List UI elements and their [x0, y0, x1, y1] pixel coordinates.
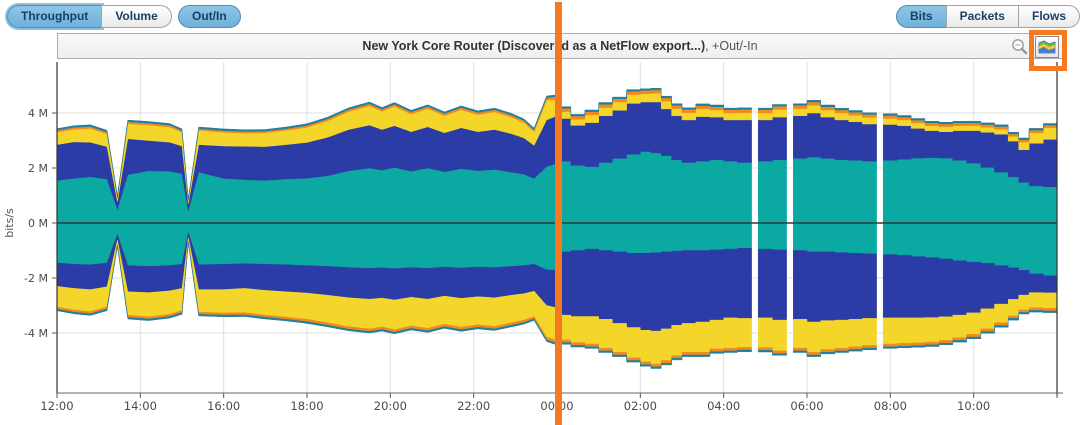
throughput-button[interactable]: Throughput [7, 5, 103, 28]
svg-text:02:00: 02:00 [624, 399, 657, 413]
time-marker-line [555, 2, 562, 425]
bits-packets-flows-toggle: Bits Packets Flows [895, 5, 1080, 28]
area-chart-style-button[interactable] [1035, 36, 1059, 58]
chart-area-out [56, 88, 1058, 224]
flows-button[interactable]: Flows [1017, 5, 1080, 28]
series-cap-in [793, 347, 877, 357]
svg-text:4 M: 4 M [28, 107, 48, 120]
y-axis-title: bits/s [3, 208, 16, 238]
chart-title-main: New York Core Router (Discovered as a Ne… [362, 39, 706, 53]
svg-text:16:00: 16:00 [207, 399, 240, 413]
x-axis-labels: 12:0014:0016:0018:0020:0022:0000:0002:00… [40, 393, 1058, 413]
series-teal-in [757, 222, 787, 251]
series-cap-out [793, 100, 877, 115]
series-blue-in [793, 250, 877, 323]
svg-text:04:00: 04:00 [707, 399, 740, 413]
y-axis-title-group: bits/s [3, 208, 16, 238]
svg-text:08:00: 08:00 [874, 399, 907, 413]
series-blue-out [757, 116, 787, 162]
series-cap-out [757, 104, 787, 110]
series-cap-in [56, 241, 752, 369]
series-teal-out [793, 156, 877, 224]
svg-text:2 M: 2 M [28, 162, 48, 175]
y-axis-labels: 4 M 2 M 0 M -2 M -4 M [24, 107, 57, 340]
chart-toolbar-icons [1010, 36, 1059, 58]
svg-text:14:00: 14:00 [124, 399, 157, 413]
svg-text:18:00: 18:00 [290, 399, 323, 413]
throughput-volume-toggle: Throughput Volume [7, 5, 172, 28]
series-yellow-in [757, 317, 787, 352]
series-blue-in [757, 248, 787, 321]
packets-button[interactable]: Packets [945, 5, 1019, 28]
svg-text:-2 M: -2 M [24, 272, 48, 285]
chart-title-suffix: , +Out/-In [705, 39, 758, 53]
chart-title: New York Core Router (Discovered as a Ne… [362, 39, 757, 53]
svg-text:06:00: 06:00 [790, 399, 823, 413]
series-cap-out [56, 88, 752, 200]
volume-button[interactable]: Volume [101, 5, 172, 28]
svg-text:12:00: 12:00 [40, 399, 73, 413]
svg-text:-4 M: -4 M [24, 327, 48, 340]
series-teal-out [757, 159, 787, 224]
series-cap-in [757, 350, 787, 356]
svg-text:0 M: 0 M [28, 217, 48, 230]
svg-text:20:00: 20:00 [374, 399, 407, 413]
out-in-button[interactable]: Out/In [178, 5, 241, 28]
zoom-out-icon[interactable] [1010, 37, 1030, 57]
chart-area-in [56, 222, 1058, 369]
svg-text:10:00: 10:00 [957, 399, 990, 413]
series-teal-in [793, 222, 877, 255]
svg-text:22:00: 22:00 [457, 399, 490, 413]
area-chart-icon [1038, 40, 1056, 54]
